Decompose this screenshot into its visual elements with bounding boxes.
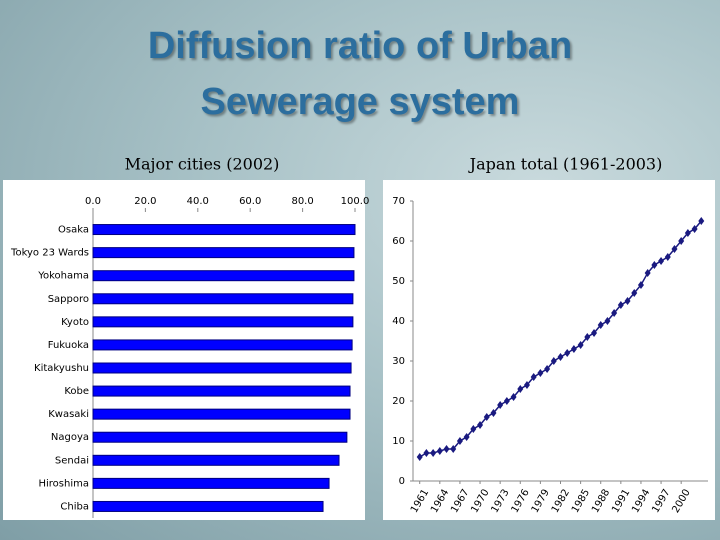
data-point [570, 345, 577, 353]
y-tick-label: Fukuoka [48, 340, 89, 351]
data-point [537, 369, 544, 377]
data-point [530, 373, 537, 381]
bar [92, 454, 340, 466]
bar [92, 293, 354, 305]
bar [92, 500, 324, 512]
data-point [584, 333, 591, 341]
y-tick-label: Hiroshima [38, 478, 89, 489]
y-tick-label: 40 [392, 316, 405, 327]
data-point [416, 453, 423, 461]
data-point [631, 289, 638, 297]
data-point [510, 393, 517, 401]
chart-subtitle: Major cities (2002) [125, 155, 280, 174]
slide-title: Diffusion ratio of Urban Sewerage system [147, 25, 573, 123]
data-point [470, 425, 477, 433]
y-tick-label: 30 [392, 356, 405, 367]
data-point [497, 401, 504, 409]
x-tick-label: 80.0 [291, 196, 313, 207]
y-tick-label: Sapporo [48, 294, 89, 305]
data-point [597, 321, 604, 329]
x-tick-label: 100.0 [341, 196, 370, 207]
data-point [436, 447, 443, 455]
y-tick-label: 60 [392, 236, 405, 247]
data-point [684, 229, 691, 237]
x-tick-label: 0.0 [85, 196, 101, 207]
y-tick-label: Yokohama [37, 271, 89, 282]
bar [92, 408, 351, 420]
bar [92, 477, 330, 489]
data-point [698, 217, 705, 225]
data-point [671, 245, 678, 253]
y-tick-label: Kitakyushu [34, 363, 89, 374]
bar [92, 431, 348, 443]
y-tick-label: Tokyo 23 Wards [10, 248, 89, 259]
y-tick-label: Nagoya [51, 432, 89, 443]
data-point [450, 445, 457, 453]
data-point [624, 297, 631, 305]
data-point [664, 253, 671, 261]
data-point [490, 409, 497, 417]
y-tick-label: Kobe [64, 386, 89, 397]
data-point [550, 357, 557, 365]
bar [92, 339, 353, 351]
data-point [637, 281, 644, 289]
y-tick-label: Chiba [60, 501, 89, 512]
y-tick-label: Sendai [55, 455, 89, 466]
data-point [463, 433, 470, 441]
data-point [577, 341, 584, 349]
data-point [691, 225, 698, 233]
y-tick-label: Kyoto [61, 317, 89, 328]
x-tick-label: 40.0 [187, 196, 209, 207]
data-point [523, 381, 530, 389]
panel [383, 180, 715, 520]
data-point [477, 421, 484, 429]
data-point [503, 397, 510, 405]
y-tick-label: 70 [392, 196, 405, 207]
bar [92, 316, 354, 328]
data-point [544, 365, 551, 373]
data-point [456, 437, 463, 445]
data-point [651, 261, 658, 269]
chart-subtitle: Japan total (1961-2003) [468, 155, 663, 174]
y-tick-label: 0 [399, 476, 405, 487]
y-tick-label: Kwasaki [48, 409, 89, 420]
data-point [557, 353, 564, 361]
data-point [604, 317, 611, 325]
bar [92, 362, 352, 374]
y-tick-label: Osaka [58, 225, 89, 236]
data-point [658, 257, 665, 265]
x-tick-label: 20.0 [134, 196, 156, 207]
data-point [591, 329, 598, 337]
data-point [678, 237, 685, 245]
y-tick-label: 10 [392, 436, 405, 447]
data-point [517, 385, 524, 393]
y-tick-label: 20 [392, 396, 405, 407]
data-point [564, 349, 571, 357]
data-point [483, 413, 490, 421]
bar [92, 247, 355, 259]
x-tick-label: 60.0 [239, 196, 261, 207]
data-point [423, 449, 430, 457]
data-point [644, 269, 651, 277]
data-point [617, 301, 624, 309]
data-point [430, 449, 437, 457]
data-point [611, 309, 618, 317]
bar [92, 385, 351, 397]
y-tick-label: 50 [392, 276, 405, 287]
data-point [443, 445, 450, 453]
bar [92, 224, 356, 236]
bar [92, 270, 355, 282]
